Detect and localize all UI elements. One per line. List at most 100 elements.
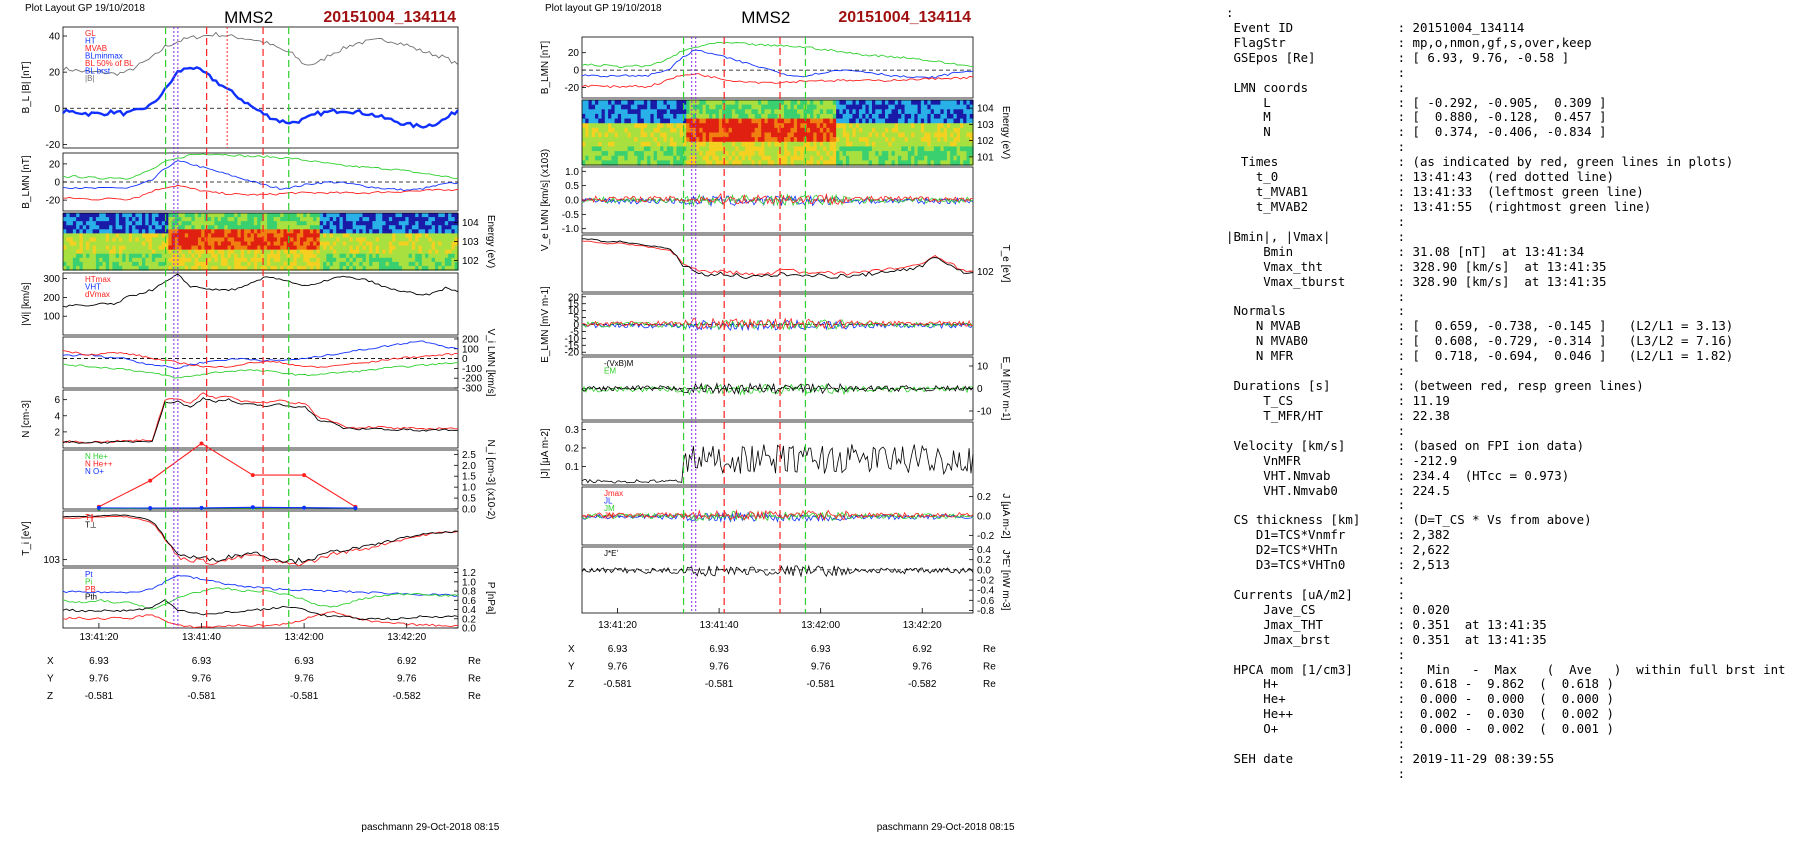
spectrogram-cell bbox=[956, 160, 961, 166]
spectrogram-cell bbox=[425, 237, 429, 243]
spectrogram-cell bbox=[444, 229, 449, 234]
spectrogram-cell bbox=[656, 118, 661, 124]
spectrogram-cell bbox=[699, 113, 704, 120]
spectrogram-cell bbox=[832, 141, 837, 148]
spectrogram-cell bbox=[296, 257, 301, 263]
spectrogram-cell bbox=[151, 237, 156, 243]
spectrogram-cell bbox=[148, 233, 153, 239]
y-tick-label: -10 bbox=[565, 334, 580, 345]
spectrogram-cell bbox=[63, 213, 67, 218]
y-tick-label: 0.5 bbox=[462, 494, 476, 505]
y-axis-label: T_i [eV] bbox=[21, 521, 32, 556]
spectrogram-cell bbox=[441, 241, 446, 247]
spectrogram-cell bbox=[161, 217, 166, 222]
spectrogram-cell bbox=[323, 265, 327, 271]
spectrogram-cell bbox=[230, 229, 235, 234]
spectrogram-cell bbox=[128, 233, 133, 239]
spectrogram-cell bbox=[352, 257, 357, 263]
spectrogram-cell bbox=[392, 221, 397, 226]
spectrogram-cell bbox=[132, 253, 137, 259]
spectrogram-cell bbox=[748, 104, 753, 110]
spectrogram-cell bbox=[793, 137, 798, 143]
spectrogram-cell bbox=[92, 249, 97, 255]
spectrogram-cell bbox=[122, 265, 127, 271]
spectrogram-cell bbox=[155, 221, 160, 226]
spectrogram-cell bbox=[920, 146, 925, 152]
spectrogram-cell bbox=[920, 160, 925, 166]
spectrogram-cell bbox=[849, 151, 854, 157]
spectrogram-cell bbox=[428, 253, 433, 259]
spectrogram-cell bbox=[924, 100, 928, 106]
spectrogram-cell bbox=[914, 155, 919, 161]
spectrogram-cell bbox=[911, 132, 915, 138]
spectrogram-cell bbox=[630, 132, 635, 138]
spectrogram-cell bbox=[408, 213, 413, 218]
spectrogram-cell bbox=[940, 141, 945, 148]
spectrogram-cell bbox=[224, 249, 229, 255]
spectrogram-cell bbox=[250, 229, 255, 234]
spectrogram-cell bbox=[660, 151, 665, 157]
spectrogram-cell bbox=[829, 137, 834, 143]
spectrogram-cell bbox=[653, 141, 658, 148]
series-JM bbox=[581, 509, 974, 522]
spectrogram-cell bbox=[585, 123, 590, 129]
spectrogram-cell bbox=[819, 141, 824, 148]
spectrogram-cell bbox=[319, 213, 324, 218]
spectrogram-cell bbox=[257, 221, 262, 226]
spectrogram-cell bbox=[797, 123, 801, 129]
spectrogram-cell bbox=[240, 261, 245, 267]
spectrogram-cell bbox=[319, 241, 324, 247]
spectrogram-cell bbox=[624, 100, 629, 106]
spectrogram-cell bbox=[428, 245, 433, 251]
spectrogram-cell bbox=[656, 104, 661, 110]
spectrogram-cell bbox=[174, 253, 179, 259]
spectrogram-cell bbox=[953, 109, 958, 115]
spectrogram-cell bbox=[950, 104, 955, 110]
spectrogram-cell bbox=[588, 127, 593, 134]
spectrogram-cell bbox=[415, 229, 420, 234]
spectrogram-cell bbox=[194, 257, 199, 263]
spectrogram-cell bbox=[145, 253, 150, 259]
spectrogram-cell bbox=[441, 261, 446, 267]
spectrogram-cell bbox=[408, 253, 413, 259]
spectrogram-cell bbox=[705, 113, 710, 120]
spectrogram-cell bbox=[683, 104, 687, 110]
spectrogram-cell bbox=[823, 118, 827, 124]
spectrogram-cell bbox=[692, 118, 697, 124]
spectrogram-cell bbox=[888, 118, 893, 124]
spectrogram-cell bbox=[454, 249, 459, 255]
spectrogram-cell bbox=[663, 118, 668, 124]
spectrogram-cell bbox=[441, 265, 446, 271]
spectrogram-cell bbox=[842, 127, 847, 134]
spectrogram-cell bbox=[888, 160, 893, 166]
y-axis-label: E_M [mV m-1] bbox=[1000, 357, 1011, 421]
spectrogram-cell bbox=[842, 151, 847, 157]
spectrogram-cell bbox=[352, 237, 357, 243]
spectrogram-cell bbox=[917, 155, 922, 161]
spectrogram-cell bbox=[79, 217, 84, 222]
spectrogram-cell bbox=[959, 137, 964, 143]
spectrogram-cell bbox=[138, 237, 143, 243]
spectrogram-cell bbox=[148, 217, 153, 222]
spectrogram-cell bbox=[702, 123, 707, 129]
spectrogram-cell bbox=[608, 127, 612, 134]
y-tick-label: 5 bbox=[573, 313, 579, 324]
spectrogram-cell bbox=[741, 100, 746, 106]
spectrogram-cell bbox=[722, 132, 726, 138]
spectrogram-cell bbox=[86, 249, 90, 255]
spectrogram-cell bbox=[339, 257, 344, 263]
spectrogram-cell bbox=[904, 104, 909, 110]
spectrogram-cell bbox=[112, 241, 117, 247]
spectrogram-cell bbox=[105, 261, 110, 267]
spectrogram-cell bbox=[188, 253, 192, 259]
summary-line: : bbox=[1226, 572, 1406, 588]
spectrogram-cell bbox=[800, 160, 805, 166]
spectrogram-cell bbox=[158, 225, 163, 230]
spectrogram-cell bbox=[211, 245, 216, 251]
spectrogram-cell bbox=[715, 113, 720, 120]
spectrogram-cell bbox=[339, 253, 344, 259]
spectrogram-cell bbox=[699, 137, 704, 143]
spectrogram-cell bbox=[359, 233, 364, 239]
legend-entry: dVmax bbox=[85, 290, 110, 299]
spectrogram-cell bbox=[669, 132, 674, 138]
